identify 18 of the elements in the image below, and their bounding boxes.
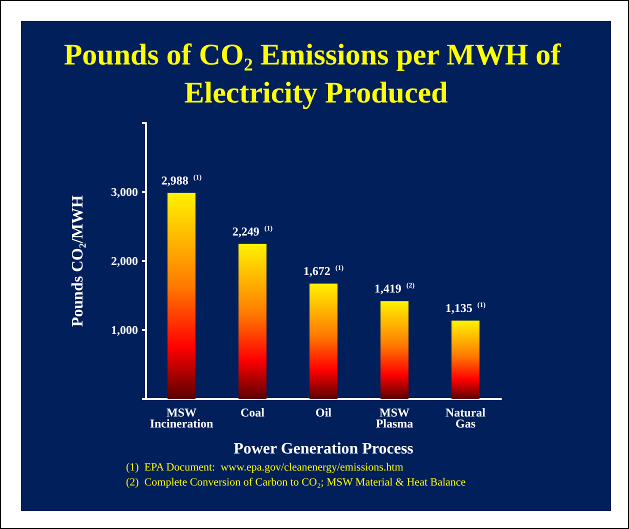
y-tick-label: 1,000 xyxy=(111,323,138,337)
text: (2) Complete Conversion of Carbon to CO₂; MSW Material & Heat Balance xyxy=(126,476,466,488)
bar xyxy=(168,192,196,399)
bar xyxy=(238,244,266,399)
x-tick-label: Oil xyxy=(315,406,332,420)
x-tick-label: Coal xyxy=(240,406,266,420)
x-tick-label: MSW Plasma xyxy=(376,406,414,430)
y-tick-label: 2,000 xyxy=(111,254,138,268)
chart-title: Pounds of CO₂ Emissions per MWH of Electricity Produced xyxy=(64,38,568,110)
bar xyxy=(380,301,408,399)
x-tick-label: Natural Gas xyxy=(446,406,486,430)
y-axis-title: Pounds CO₂/MWH xyxy=(70,194,86,327)
bar xyxy=(452,320,480,399)
bar xyxy=(310,284,338,399)
y-tick-label: 3,000 xyxy=(111,185,138,199)
x-axis-title: Power Generation Process xyxy=(234,440,414,458)
x-tick-label: MSW Incineration xyxy=(150,406,214,430)
text: (1) EPA Document: www.epa.gov/cleanenergy/emissions.htm xyxy=(126,462,404,474)
